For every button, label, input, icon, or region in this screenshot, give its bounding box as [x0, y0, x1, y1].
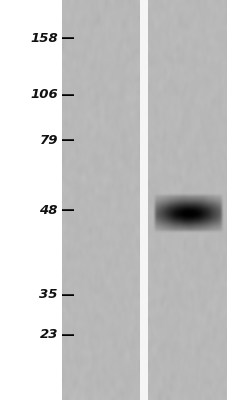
Text: 106: 106	[30, 88, 58, 102]
Text: 23: 23	[39, 328, 58, 342]
Text: 35: 35	[39, 288, 58, 302]
Text: 158: 158	[30, 32, 58, 44]
Text: 79: 79	[39, 134, 58, 146]
Text: 48: 48	[39, 204, 58, 216]
